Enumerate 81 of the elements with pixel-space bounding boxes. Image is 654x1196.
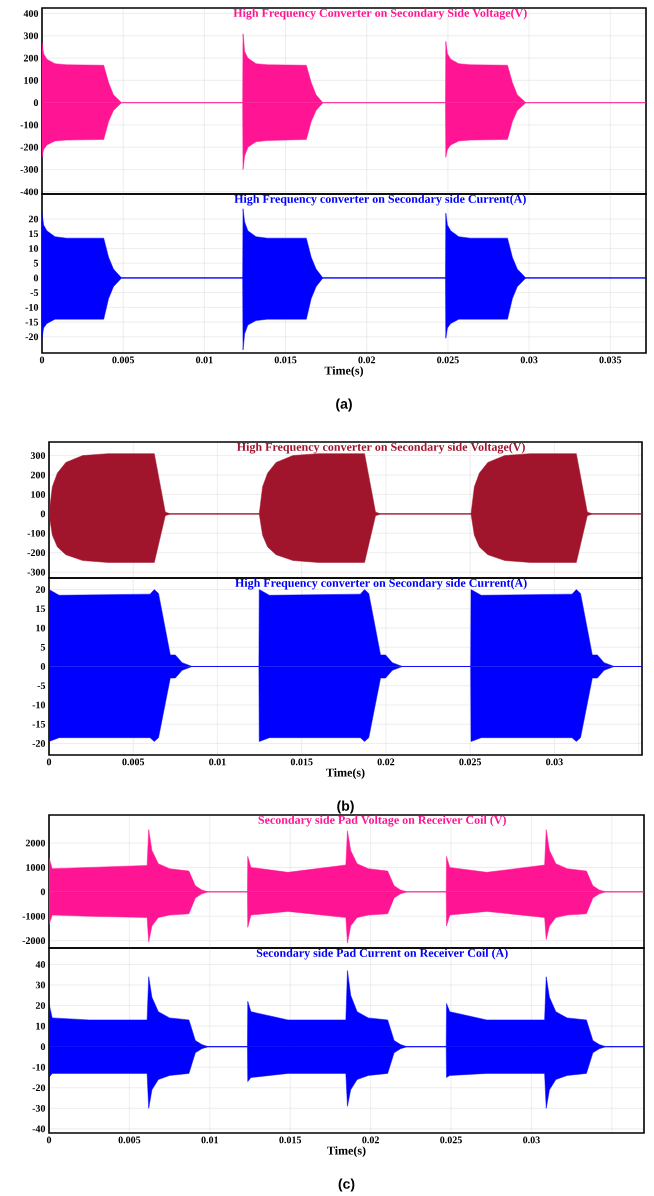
y-tick-label: 200 (23, 54, 39, 62)
text: (a) (336, 398, 352, 412)
x-tick-label: 0 (46, 1136, 52, 1144)
x-axis-title: Time(s) (327, 1146, 366, 1158)
x-tick-label: 0.03 (520, 356, 538, 364)
y-tick-label: -20 (32, 740, 46, 747)
x-tick-label: 0.035 (599, 356, 622, 364)
x-tick-label: 0.03 (546, 758, 563, 766)
y-tick-label: -30 (32, 1104, 46, 1112)
y-tick-label: -40 (32, 1125, 46, 1133)
y-tick-label: -300 (20, 166, 39, 173)
chart-title: Secondary side Pad Voltage on Receiver Coil (V) (258, 815, 506, 827)
y-tick-label: 0 (33, 99, 39, 107)
x-axis-title: Time(s) (324, 366, 364, 378)
y-tick-label: -400 (20, 188, 39, 196)
y-tick-label: -10 (32, 1063, 46, 1071)
y-tick-label: 5 (33, 259, 39, 267)
y-tick-label: 20 (35, 586, 46, 593)
text: (b) (337, 800, 354, 814)
y-tick-label: 40 (35, 961, 46, 968)
y-tick-label: -1000 (22, 912, 46, 920)
chart-title: High Frequency converter on Secondary side Voltage(V) (236, 442, 525, 454)
y-tick-label: 15 (36, 605, 46, 613)
y-tick-label: 15 (29, 230, 39, 238)
x-tick-label: 0.005 (122, 758, 145, 766)
y-tick-label: 300 (23, 32, 39, 40)
x-tick-label: 0.02 (377, 758, 395, 766)
y-tick-label: -20 (25, 333, 39, 341)
y-tick-label: 300 (30, 452, 46, 459)
x-tick-label: 0.025 (440, 1136, 462, 1144)
chart-title: Secondary side Pad Current on Receiver Coil (A) (256, 948, 508, 960)
y-tick-label: 0 (40, 663, 46, 670)
x-tick-label: 0 (46, 758, 52, 766)
y-tick-label: 20 (28, 215, 39, 223)
x-tick-label: 0.025 (459, 758, 482, 766)
x-tick-label: 0.015 (290, 758, 313, 766)
x-tick-label: 0.02 (358, 356, 376, 364)
chart-title: High Frequency converter on Secondary side Current(A) (234, 194, 526, 206)
x-tick-label: 0.02 (362, 1136, 379, 1144)
y-tick-label: 10 (36, 1022, 46, 1030)
y-tick-label: 10 (36, 624, 46, 632)
y-tick-label: 0 (40, 1043, 46, 1051)
y-tick-label: -10 (25, 303, 39, 311)
chart-title: High Frequency converter on Secondary side Current(A) (235, 578, 527, 590)
y-tick-label: -15 (25, 318, 39, 326)
x-tick-label: 0.025 (437, 356, 459, 364)
y-tick-label: 0 (40, 510, 46, 518)
y-tick-label: -20 (32, 1084, 46, 1092)
x-tick-label: 0.015 (274, 356, 297, 364)
y-tick-label: -300 (27, 568, 46, 576)
y-tick-label: 5 (40, 643, 46, 651)
x-tick-label: 0.01 (201, 1136, 219, 1144)
x-tick-label: 0.01 (195, 356, 213, 364)
y-tick-label: -2000 (22, 937, 46, 945)
x-axis-title: Time(s) (326, 768, 365, 780)
y-tick-label: -15 (32, 720, 46, 728)
y-tick-label: 0 (33, 274, 39, 282)
y-tick-label: 200 (30, 471, 46, 479)
y-tick-label: -5 (37, 682, 46, 690)
y-tick-label: -200 (27, 549, 46, 557)
y-tick-label: 100 (24, 77, 39, 84)
x-tick-label: 0.005 (112, 356, 135, 364)
y-tick-label: 0 (40, 888, 46, 896)
y-tick-label: -100 (27, 529, 46, 537)
y-tick-label: 30 (35, 981, 46, 989)
y-tick-label: 100 (31, 491, 46, 498)
x-tick-label: 0.03 (523, 1136, 540, 1144)
chart-title: High Frequency Converter on Secondary Side Voltage(V) (233, 8, 527, 20)
x-tick-label: 0.01 (209, 758, 226, 766)
y-tick-label: -5 (30, 289, 39, 296)
y-tick-label: 1000 (26, 864, 46, 871)
y-tick-label: -100 (20, 121, 39, 129)
x-tick-label: 0.005 (118, 1136, 141, 1144)
x-tick-label: 0.015 (279, 1136, 302, 1144)
y-tick-label: -200 (20, 143, 39, 151)
y-tick-label: 20 (35, 1002, 46, 1009)
y-tick-label: 2000 (25, 839, 46, 847)
y-tick-label: 10 (29, 245, 39, 252)
text: (c) (338, 1178, 355, 1192)
y-tick-label: -10 (32, 701, 46, 709)
y-tick-label: 400 (23, 10, 39, 17)
